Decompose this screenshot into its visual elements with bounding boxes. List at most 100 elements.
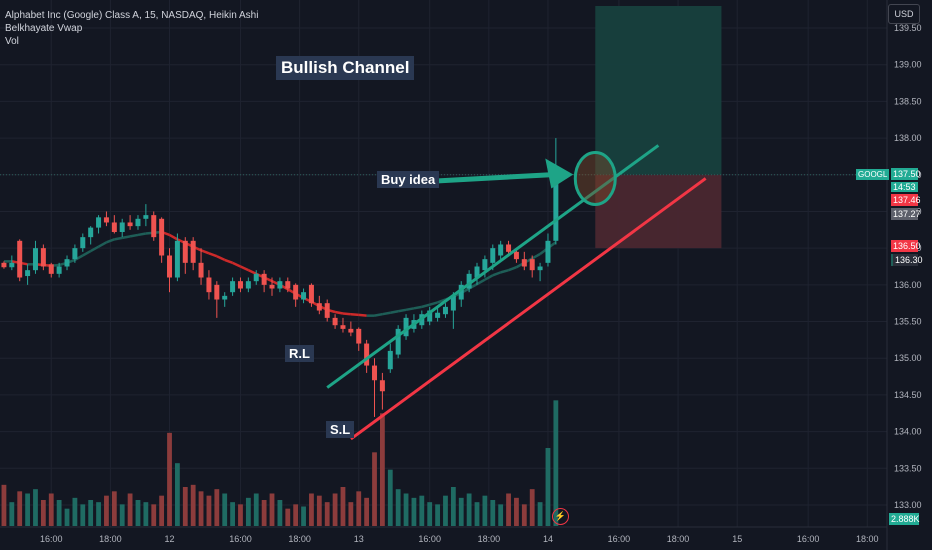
- buy-zone-ellipse: [573, 150, 617, 206]
- candle-body: [545, 240, 551, 263]
- lightning-icon[interactable]: ⚡: [552, 508, 569, 525]
- volume-bar: [127, 493, 133, 526]
- candle-body: [174, 240, 180, 278]
- vwap-segment: [358, 313, 367, 317]
- vwap-segment: [106, 238, 115, 244]
- resistance-line: [326, 144, 660, 389]
- volume-bar: [48, 493, 54, 526]
- volume-bar: [119, 504, 125, 526]
- time-tick-label: 18:00: [288, 534, 311, 544]
- volume-tag: 2.888K: [889, 513, 920, 525]
- time-tick-label: 14: [543, 534, 553, 544]
- volume-bar: [529, 489, 535, 526]
- volume-bar: [387, 469, 393, 526]
- price-tick-label: 138.50: [894, 96, 922, 106]
- volume-bar: [230, 502, 235, 526]
- resistance-line-label[interactable]: R.L: [285, 345, 314, 362]
- price-tick-label: 133.00: [894, 500, 922, 510]
- vwap-segment: [500, 268, 509, 274]
- support-line-label[interactable]: S.L: [326, 421, 355, 438]
- volume-bar: [167, 432, 172, 526]
- price-tick-label: 136.00: [894, 280, 922, 290]
- volume-bar: [443, 495, 448, 526]
- volume-bar: [340, 487, 346, 526]
- candle-body: [182, 240, 188, 263]
- vwap-segment: [247, 269, 257, 275]
- volume-bar: [482, 495, 488, 526]
- vwap-segment: [390, 310, 399, 314]
- volume-bar: [356, 491, 362, 526]
- vwap-segment: [508, 266, 517, 272]
- price-tick-label: 134.50: [894, 390, 922, 400]
- candle-body: [356, 328, 362, 344]
- volume-bar: [104, 495, 109, 526]
- vwap-segment: [200, 249, 210, 255]
- currency-button[interactable]: USD: [888, 4, 920, 24]
- candle-body: [88, 227, 94, 238]
- vwap-segment: [397, 308, 407, 313]
- buy-idea-label[interactable]: Buy idea: [377, 171, 440, 188]
- vwap-segment: [342, 312, 351, 316]
- volume-bar: [372, 452, 377, 526]
- volume-bar: [88, 500, 94, 526]
- volume-bar: [182, 487, 188, 526]
- volume-bar: [458, 497, 464, 526]
- candle-body: [277, 281, 283, 289]
- support-line: [349, 177, 707, 441]
- candle-body: [372, 365, 378, 381]
- time-tick-label: 16:00: [797, 534, 820, 544]
- time-tick-label: 16:00: [229, 534, 252, 544]
- target-price-tag: 137.46: [891, 194, 921, 206]
- vwap-segment: [232, 261, 242, 268]
- candle-body: [190, 240, 196, 263]
- indicator-vwap[interactable]: Belkhayate Vwap: [5, 23, 83, 34]
- time-tick-label: 13: [354, 534, 364, 544]
- volume-bar: [253, 493, 259, 526]
- volume-bar: [285, 508, 291, 526]
- vwap-segment: [429, 301, 438, 306]
- volume-bar: [309, 493, 314, 526]
- volume-bar: [466, 493, 472, 526]
- volume-bar: [316, 495, 322, 526]
- volume-bar: [553, 400, 559, 526]
- time-tick-label: 18:00: [667, 534, 690, 544]
- price-tick-label: 139.00: [894, 60, 922, 70]
- volume-bar: [96, 502, 101, 526]
- candle-body: [301, 292, 307, 300]
- bar-timer-tag: 14:53: [891, 182, 918, 192]
- volume-bar: [190, 484, 196, 526]
- candle-body: [435, 312, 441, 318]
- volume-bar: [545, 448, 551, 526]
- candle-body: [474, 266, 480, 278]
- vwap-segment: [382, 311, 391, 316]
- candle-body: [151, 215, 157, 238]
- candle-body: [395, 328, 401, 355]
- chart-title[interactable]: Bullish Channel: [276, 56, 415, 80]
- chart-legend: Alphabet Inc (Google) Class A, 15, NASDA…: [5, 9, 258, 48]
- symbol-line[interactable]: Alphabet Inc (Google) Class A, 15, NASDA…: [5, 10, 259, 21]
- vwap-price-tag: 136.30: [891, 254, 923, 266]
- volume-bar: [332, 493, 338, 526]
- last-price-tag: 137.50: [891, 168, 921, 180]
- volume-bar: [450, 487, 456, 526]
- time-tick-label: 16:00: [40, 534, 63, 544]
- volume-bar: [159, 495, 165, 526]
- volume-bar: [9, 502, 15, 526]
- volume-bar: [364, 497, 370, 526]
- candle-body: [537, 266, 543, 271]
- indicator-volume[interactable]: Vol: [5, 36, 19, 47]
- time-tick-label: 16:00: [608, 534, 631, 544]
- vwap-segment: [421, 303, 431, 309]
- candle-body: [1, 262, 7, 268]
- candle-body: [458, 284, 464, 300]
- volume-bar: [293, 504, 299, 526]
- volume-bar: [214, 489, 220, 526]
- vwap-segment: [484, 274, 494, 281]
- vwap-segment: [168, 233, 179, 241]
- volume-bar: [80, 504, 86, 526]
- candle-body: [56, 266, 62, 274]
- candle-body: [340, 325, 346, 329]
- volume-bar: [238, 504, 243, 526]
- candle-body: [96, 217, 102, 228]
